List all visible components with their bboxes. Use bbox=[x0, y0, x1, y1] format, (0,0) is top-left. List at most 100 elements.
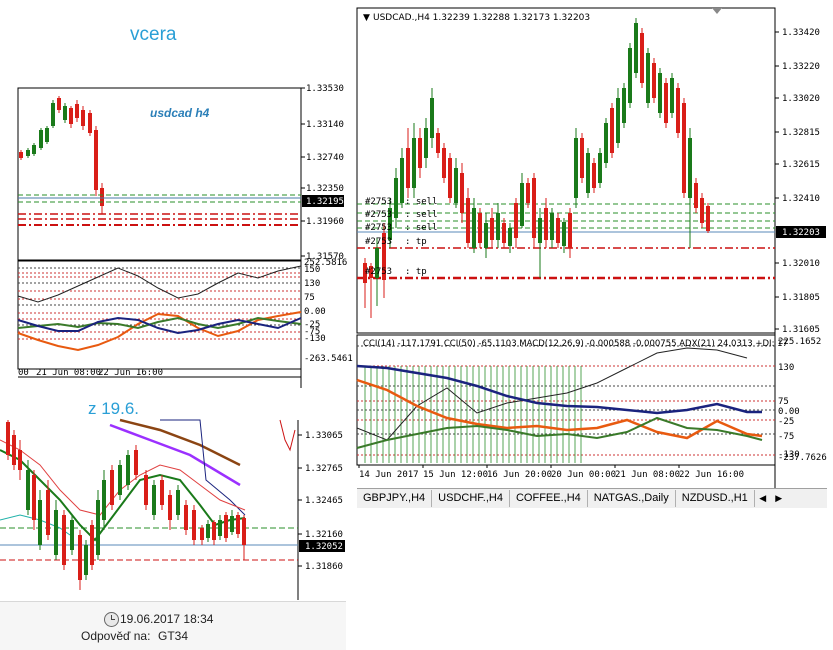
tab-usdchf[interactable]: USDCHF.,H4 bbox=[432, 490, 510, 507]
candle-body bbox=[168, 495, 172, 520]
candle-body bbox=[118, 465, 122, 495]
candle-body bbox=[12, 435, 16, 465]
candle-body bbox=[19, 152, 23, 158]
candle-body bbox=[81, 110, 85, 126]
chart-panel-yesterday[interactable]: usdcad h4 1.33530 1.33140 1.32740 1.32350 1.… bbox=[17, 84, 353, 388]
reply-to[interactable]: GT34 bbox=[158, 629, 189, 643]
osc-tick: -130 bbox=[778, 450, 800, 460]
candle-body bbox=[6, 422, 10, 455]
candle-body bbox=[70, 520, 74, 550]
price-tick: 1.33140 bbox=[306, 120, 344, 130]
time-tick: 20 Jun 00:00 bbox=[551, 470, 616, 480]
current-price-yesterday: 1.32195 bbox=[306, 197, 344, 207]
chart-panel-today[interactable]: ▼ USDCAD.,H4 1.32239 1.32288 1.32173 1.3… bbox=[356, 7, 827, 488]
osc-tick: -25 bbox=[778, 417, 794, 427]
candle-body bbox=[110, 470, 114, 505]
ma-mid-line bbox=[109, 423, 241, 487]
candle-body bbox=[490, 218, 494, 240]
candle-body bbox=[369, 266, 373, 278]
candle-body bbox=[236, 515, 240, 534]
candle-body bbox=[192, 510, 196, 540]
candle-body bbox=[100, 188, 104, 206]
chart-header-today: USDCAD.,H4 1.32239 1.32288 1.32173 1.322… bbox=[373, 13, 590, 23]
current-price-june19: 1.32052 bbox=[305, 542, 343, 552]
price-tick: 1.32465 bbox=[305, 496, 343, 506]
candle-body bbox=[556, 218, 560, 243]
current-price-today: 1.32203 bbox=[782, 228, 820, 238]
candle-body bbox=[526, 183, 530, 203]
tabs-scroll-right-icon[interactable]: ▶ bbox=[775, 493, 783, 504]
osc-tick: 252.5816 bbox=[304, 258, 347, 268]
candle-body bbox=[454, 168, 458, 203]
candle-body bbox=[382, 233, 386, 280]
osc-tick: 150 bbox=[304, 265, 320, 275]
candle-body bbox=[496, 213, 500, 240]
time-tick: 14 Jun 2017 bbox=[359, 470, 419, 480]
adx-line bbox=[356, 416, 763, 449]
osc-tick: 0.00 bbox=[778, 407, 800, 417]
price-tick: 1.33065 bbox=[305, 431, 343, 441]
candle-body bbox=[484, 223, 488, 248]
macd-line bbox=[356, 378, 763, 440]
candle-body bbox=[184, 505, 188, 530]
tab-coffee[interactable]: COFFEE.,H4 bbox=[510, 490, 588, 507]
price-tick: 1.31860 bbox=[305, 562, 343, 572]
order-label: #2753 bbox=[365, 210, 392, 220]
candle-body bbox=[640, 33, 644, 83]
candle-body bbox=[84, 545, 88, 575]
tab-gbpjpy[interactable]: GBPJPY.,H4 bbox=[357, 490, 433, 507]
tab-natgas[interactable]: NATGAS.,Daily bbox=[588, 490, 676, 507]
di-line bbox=[356, 364, 762, 415]
tabs-scroll-left-icon[interactable]: ◀ bbox=[759, 493, 767, 504]
chart-tabs-bar: GBPJPY.,H4 USDCHF.,H4 COFFEE.,H4 NATGAS.… bbox=[357, 488, 827, 508]
candle-body bbox=[200, 528, 204, 540]
order-label: #2753 bbox=[365, 223, 392, 233]
candle-body bbox=[658, 73, 662, 113]
candle-body bbox=[39, 130, 43, 148]
candle-body bbox=[242, 518, 246, 545]
candle-body bbox=[394, 178, 398, 218]
candle-body bbox=[580, 138, 584, 178]
candle-body bbox=[502, 223, 506, 243]
candle-body bbox=[26, 470, 30, 510]
candle-body bbox=[634, 23, 638, 73]
tab-nzdusd[interactable]: NZDUSD.,H1 bbox=[676, 490, 755, 507]
candle-body bbox=[406, 148, 410, 188]
chart-panel-june19[interactable]: 1.33065 1.32765 1.32465 1.32160 1.31860 1.32… bbox=[0, 418, 346, 600]
price-tick: 1.33020 bbox=[782, 94, 820, 104]
time-tick: 21 Jun 08:00 bbox=[615, 470, 680, 480]
candle-body bbox=[646, 53, 650, 103]
candle-body bbox=[604, 123, 608, 163]
candle-body bbox=[520, 183, 524, 226]
price-tick: 1.32160 bbox=[305, 530, 343, 540]
osc-tick: -263.5461 bbox=[304, 354, 353, 364]
candle-body bbox=[598, 153, 602, 183]
candle-body bbox=[682, 103, 686, 193]
candle-body bbox=[78, 535, 82, 580]
chart-june19-svg: 1.33065 1.32765 1.32465 1.32160 1.31860 1.32… bbox=[0, 418, 345, 600]
candle-body bbox=[538, 218, 542, 243]
candle-body bbox=[436, 133, 440, 153]
ma-long-line bbox=[119, 418, 241, 467]
chart-header-arrow: ▼ bbox=[363, 13, 370, 23]
candle-body bbox=[32, 475, 36, 520]
candle-body bbox=[622, 88, 626, 123]
candle-body bbox=[46, 490, 50, 535]
candle-body bbox=[544, 208, 548, 240]
order-label: : sell bbox=[405, 210, 438, 220]
osc-tick: 225.1652 bbox=[778, 337, 821, 347]
order-label: #2753 bbox=[365, 237, 392, 247]
candle-body bbox=[102, 480, 106, 520]
post-footer: 19.06.2017 18:34 Odpověď na: GT34 bbox=[0, 601, 346, 650]
candle-body bbox=[388, 208, 392, 240]
osc-tick: -75 bbox=[304, 327, 320, 337]
candle-body bbox=[586, 153, 590, 193]
time-tick: 16 Jun 20:00 bbox=[487, 470, 552, 480]
candle-body bbox=[90, 525, 94, 565]
candle-body bbox=[610, 108, 614, 153]
price-tick: 1.31605 bbox=[782, 325, 820, 335]
chart-today-svg: ▼ USDCAD.,H4 1.32239 1.32288 1.32173 1.3… bbox=[356, 7, 827, 488]
candle-body bbox=[568, 213, 572, 248]
candle-body bbox=[688, 138, 692, 198]
candle-body bbox=[448, 158, 452, 198]
